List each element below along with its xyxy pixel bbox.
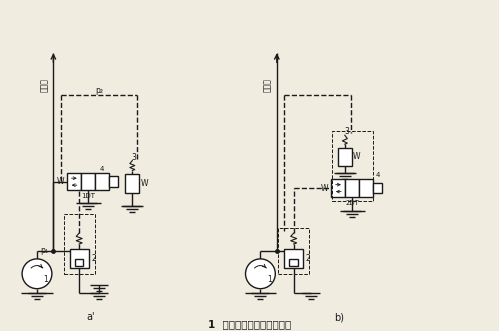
Text: 2: 2	[306, 254, 310, 263]
Bar	[331, 179, 345, 197]
Bar	[81, 173, 95, 190]
Text: 3: 3	[344, 127, 349, 136]
Text: a': a'	[86, 312, 95, 322]
Text: 1DT: 1DT	[81, 193, 95, 199]
Text: 3: 3	[132, 153, 137, 162]
Bar	[338, 148, 352, 166]
Bar	[95, 173, 109, 190]
Text: 往系统: 往系统	[40, 78, 49, 92]
Bar	[70, 249, 89, 268]
Bar	[67, 173, 81, 190]
Circle shape	[246, 259, 275, 289]
Text: W: W	[353, 152, 360, 161]
Text: 1  双溢流阀式二级调压回路: 1 双溢流阀式二级调压回路	[208, 319, 291, 329]
Text: 4: 4	[100, 166, 104, 171]
Circle shape	[22, 259, 52, 289]
Bar	[109, 176, 118, 187]
Text: 1: 1	[267, 275, 272, 284]
Text: 2DT: 2DT	[345, 200, 359, 206]
Text: 2: 2	[91, 254, 96, 263]
Text: 4: 4	[375, 172, 380, 178]
Text: W: W	[57, 177, 64, 186]
Text: p₁: p₁	[40, 247, 48, 256]
Text: 1: 1	[43, 275, 48, 284]
Bar	[64, 214, 95, 274]
Bar	[373, 183, 382, 193]
Text: W: W	[321, 184, 329, 193]
Text: 往系统: 往系统	[263, 78, 272, 92]
Bar	[332, 131, 373, 201]
Bar	[359, 179, 373, 197]
Text: W: W	[141, 179, 148, 188]
Bar	[284, 249, 303, 268]
Bar	[345, 179, 359, 197]
Bar	[75, 259, 83, 265]
Bar	[125, 174, 139, 193]
Bar	[289, 259, 298, 265]
Bar	[278, 228, 309, 274]
Text: b): b)	[334, 312, 344, 322]
Text: p₂: p₂	[95, 86, 103, 95]
